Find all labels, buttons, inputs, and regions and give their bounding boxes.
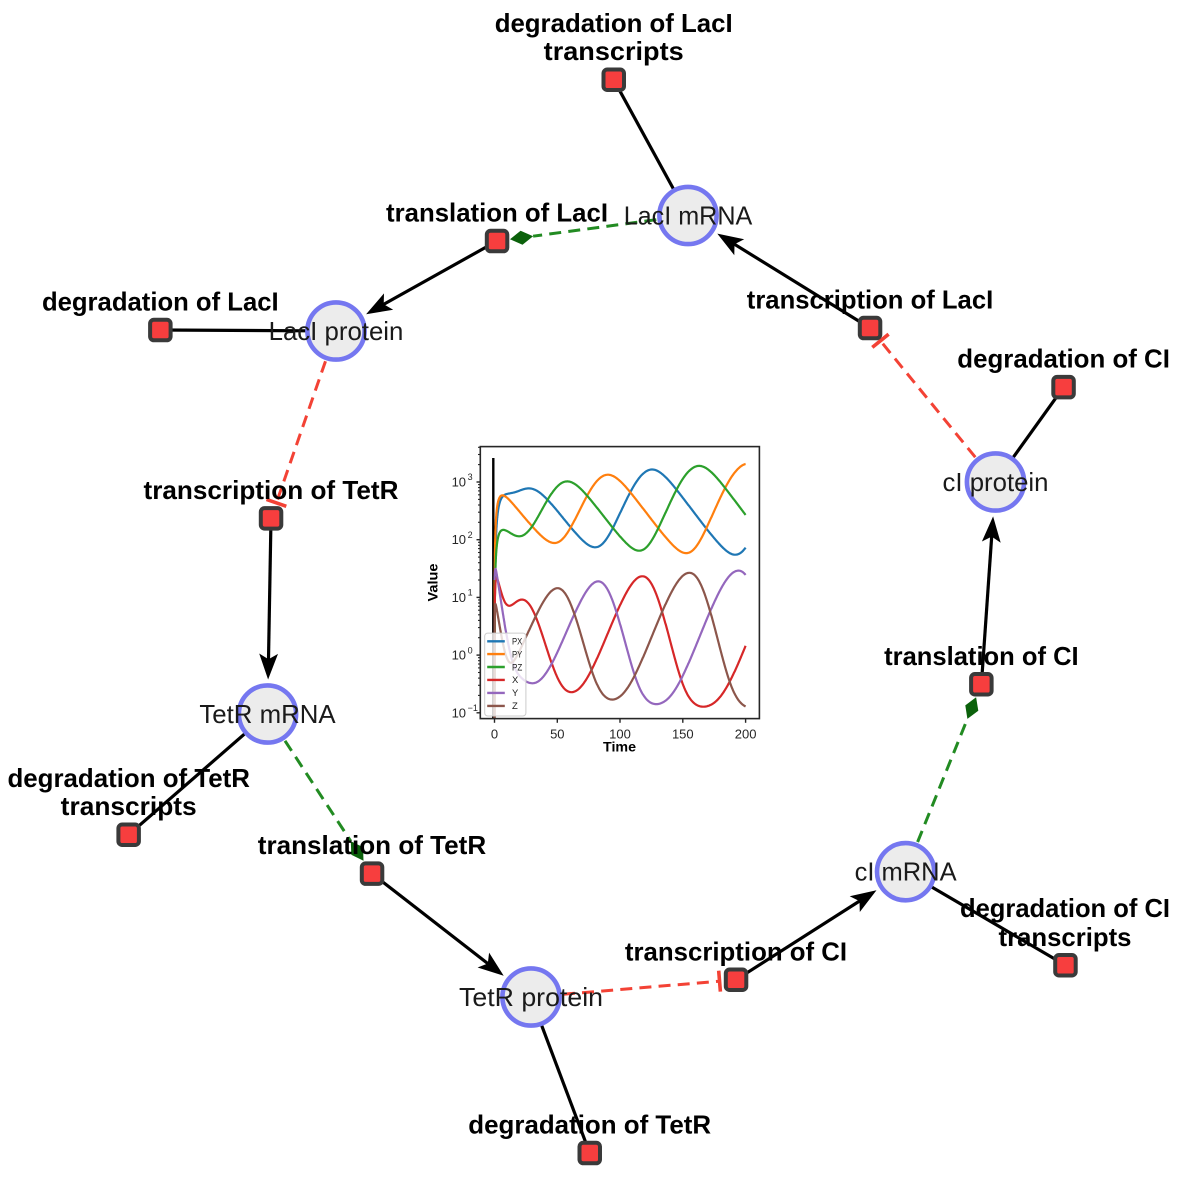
svg-text:10: 10 (452, 590, 466, 605)
svg-text:50: 50 (550, 727, 564, 742)
svg-text:1: 1 (468, 588, 473, 598)
svg-text:PZ: PZ (512, 662, 522, 673)
svg-text:degradation of LacI: degradation of LacI (42, 287, 279, 317)
svg-text:PX: PX (512, 637, 523, 648)
svg-text:PY: PY (512, 649, 523, 660)
svg-text:degradation of LacI: degradation of LacI (495, 8, 733, 38)
svg-text:Y: Y (512, 688, 519, 699)
svg-text:cI mRNA: cI mRNA (855, 857, 958, 887)
svg-text:transcription of CI: transcription of CI (625, 936, 847, 966)
svg-text:Z: Z (512, 701, 518, 712)
svg-text:10: 10 (452, 532, 466, 547)
svg-text:TetR mRNA: TetR mRNA (199, 699, 336, 729)
svg-text:150: 150 (672, 727, 694, 742)
svg-text:translation of LacI: translation of LacI (386, 198, 608, 228)
svg-text:10: 10 (452, 705, 466, 720)
svg-text:transcription of TetR: transcription of TetR (144, 475, 399, 505)
svg-text:transcription of LacI: transcription of LacI (747, 285, 993, 315)
svg-text:LacI mRNA: LacI mRNA (624, 201, 753, 231)
svg-text:2: 2 (468, 530, 473, 540)
svg-text:Time: Time (603, 740, 637, 755)
svg-text:transcripts: transcripts (544, 36, 684, 66)
svg-text:degradation of TetR: degradation of TetR (7, 763, 250, 793)
svg-text:transcripts: transcripts (999, 922, 1132, 952)
svg-text:10: 10 (452, 648, 466, 663)
svg-text:TetR protein: TetR protein (459, 982, 603, 1012)
svg-text:10: 10 (452, 475, 466, 490)
svg-text:degradation of CI: degradation of CI (957, 344, 1170, 374)
svg-text:−1: −1 (468, 703, 478, 713)
svg-text:X: X (512, 675, 519, 686)
svg-text:0: 0 (491, 727, 498, 742)
svg-text:translation of TetR: translation of TetR (258, 830, 487, 860)
svg-text:LacI protein: LacI protein (269, 316, 404, 346)
svg-text:translation of CI: translation of CI (884, 641, 1079, 671)
svg-text:transcripts: transcripts (61, 791, 197, 821)
svg-text:cI protein: cI protein (943, 467, 1049, 497)
svg-text:200: 200 (735, 727, 757, 742)
svg-text:Value: Value (426, 563, 441, 602)
svg-text:degradation of TetR: degradation of TetR (468, 1110, 711, 1140)
svg-text:0: 0 (468, 645, 473, 655)
svg-text:100: 100 (609, 727, 631, 742)
svg-text:3: 3 (468, 472, 473, 482)
svg-text:degradation of CI: degradation of CI (960, 893, 1170, 923)
